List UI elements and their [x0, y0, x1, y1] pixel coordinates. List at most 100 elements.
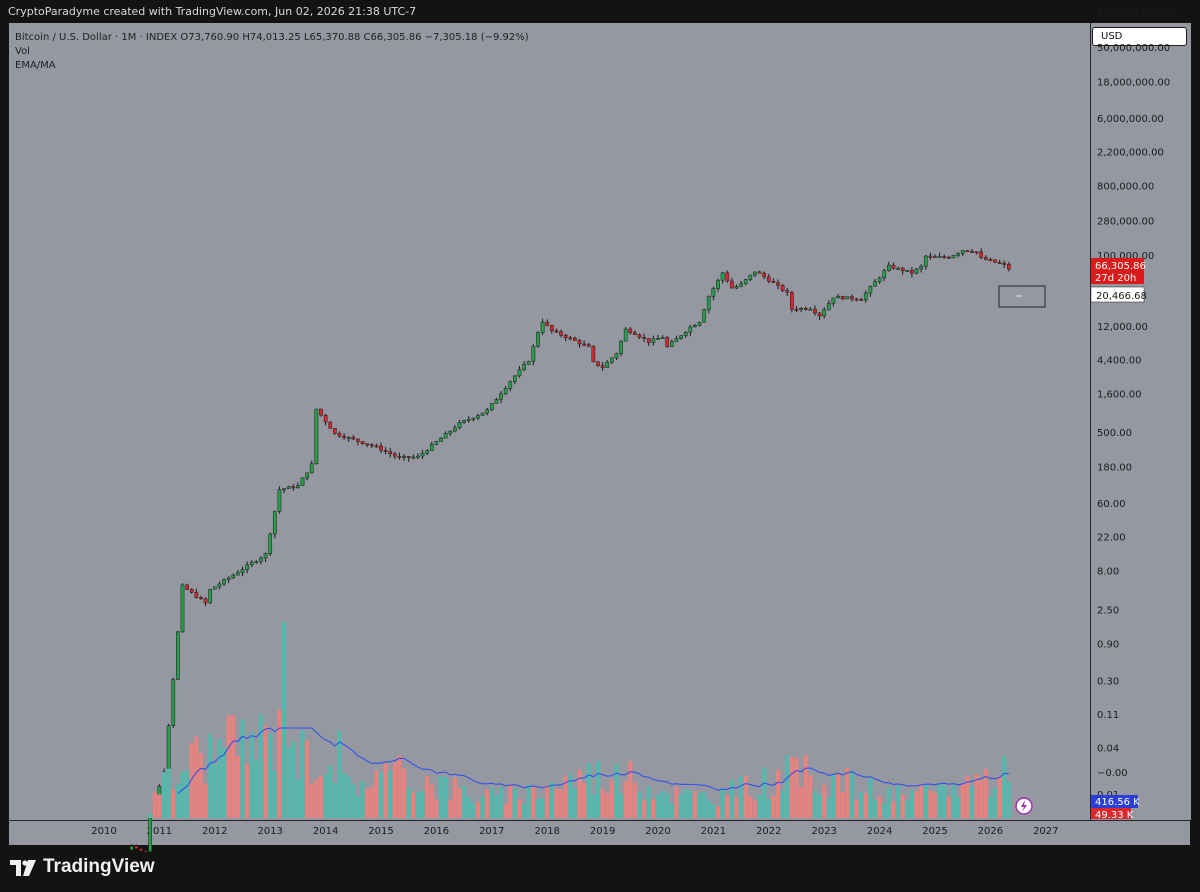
candle-up[interactable]	[305, 472, 309, 479]
candle-up[interactable]	[245, 564, 249, 570]
candle-down[interactable]	[633, 332, 637, 335]
candle-up[interactable]	[743, 279, 748, 284]
candle-down[interactable]	[646, 338, 651, 343]
candle-up[interactable]	[868, 286, 873, 294]
candle-up[interactable]	[208, 589, 213, 604]
candle-up[interactable]	[217, 583, 222, 588]
candle-down[interactable]	[549, 325, 554, 332]
candle-down[interactable]	[577, 340, 582, 345]
candle-up[interactable]	[716, 279, 720, 289]
candle-up[interactable]	[171, 679, 176, 726]
candle-down[interactable]	[965, 250, 970, 253]
candle-up[interactable]	[314, 408, 319, 464]
candle-down[interactable]	[369, 444, 374, 447]
candle-up[interactable]	[448, 430, 453, 434]
candle-down[interactable]	[328, 421, 333, 429]
candle-up[interactable]	[674, 338, 679, 343]
candle-down[interactable]	[757, 271, 762, 274]
candle-up[interactable]	[282, 488, 286, 491]
tradingview-brand[interactable]: TradingView	[10, 856, 155, 878]
candle-up[interactable]	[739, 283, 743, 287]
candle-down[interactable]	[586, 344, 591, 347]
candle-up[interactable]	[886, 264, 891, 272]
candle-up[interactable]	[960, 250, 965, 254]
candle-down[interactable]	[1007, 264, 1011, 270]
candle-up[interactable]	[259, 557, 263, 562]
candle-up[interactable]	[249, 562, 254, 566]
candle-up[interactable]	[873, 281, 877, 287]
candle-down[interactable]	[323, 414, 328, 423]
candle-down[interactable]	[582, 343, 586, 346]
candle-up[interactable]	[863, 292, 868, 301]
candle-down[interactable]	[379, 445, 383, 451]
price-axis[interactable]	[1090, 23, 1191, 820]
candle-up[interactable]	[434, 441, 439, 445]
candle-up[interactable]	[443, 433, 448, 439]
candle-up[interactable]	[129, 845, 134, 850]
candle-up[interactable]	[254, 561, 259, 563]
candle-down[interactable]	[850, 296, 854, 300]
candle-down[interactable]	[383, 450, 388, 452]
candle-up[interactable]	[919, 265, 923, 270]
candle-down[interactable]	[813, 308, 817, 314]
candle-up[interactable]	[836, 296, 840, 299]
candle-down[interactable]	[730, 280, 734, 289]
candle-down[interactable]	[817, 312, 822, 317]
candle-down[interactable]	[291, 486, 296, 489]
candle-up[interactable]	[277, 489, 282, 512]
time-axis[interactable]	[9, 820, 1190, 845]
candle-down[interactable]	[974, 251, 979, 254]
candle-up[interactable]	[522, 364, 526, 370]
candle-up[interactable]	[346, 437, 351, 439]
candle-up[interactable]	[286, 486, 291, 489]
candle-up[interactable]	[499, 393, 503, 400]
candle-down[interactable]	[637, 334, 642, 338]
candle-down[interactable]	[332, 428, 337, 434]
candle-down[interactable]	[942, 256, 947, 258]
candle-down[interactable]	[859, 299, 863, 301]
candle-up[interactable]	[882, 270, 887, 279]
candle-up[interactable]	[411, 456, 416, 459]
candle-up[interactable]	[176, 631, 180, 680]
candle-up[interactable]	[480, 412, 485, 416]
candle-down[interactable]	[785, 290, 790, 293]
candle-up[interactable]	[513, 375, 517, 382]
candle-up[interactable]	[166, 725, 171, 773]
candle-down[interactable]	[628, 328, 633, 334]
candle-up[interactable]	[822, 309, 827, 317]
candle-down[interactable]	[642, 336, 646, 339]
candle-up[interactable]	[429, 444, 434, 451]
drawing-rectangle[interactable]	[998, 285, 1046, 308]
candle-up[interactable]	[212, 586, 217, 590]
candle-up[interactable]	[300, 477, 305, 486]
candle-up[interactable]	[508, 381, 513, 389]
candle-up[interactable]	[471, 417, 476, 420]
candle-up[interactable]	[296, 485, 300, 489]
symbol-legend[interactable]: Bitcoin / U.S. Dollar · 1M · INDEX O73,7…	[15, 32, 529, 43]
candle-down[interactable]	[766, 276, 771, 282]
candle-down[interactable]	[600, 365, 605, 368]
candle-up[interactable]	[605, 361, 610, 368]
candle-up[interactable]	[826, 303, 831, 311]
candle-up[interactable]	[748, 274, 753, 280]
candle-down[interactable]	[979, 251, 984, 258]
chart-pane[interactable]	[9, 23, 1090, 820]
candle-up[interactable]	[231, 574, 236, 579]
candle-up[interactable]	[679, 335, 683, 339]
candle-up[interactable]	[416, 455, 420, 458]
candle-up[interactable]	[905, 269, 910, 272]
candle-up[interactable]	[614, 353, 619, 359]
candle-up[interactable]	[272, 510, 277, 535]
candle-down[interactable]	[780, 285, 785, 291]
candle-up[interactable]	[923, 255, 928, 267]
candle-up[interactable]	[609, 357, 614, 363]
candle-down[interactable]	[776, 282, 780, 286]
candle-up[interactable]	[831, 297, 836, 304]
candle-up[interactable]	[536, 332, 540, 347]
candle-up[interactable]	[263, 553, 268, 559]
candle-down[interactable]	[388, 451, 393, 455]
candle-down[interactable]	[360, 441, 365, 444]
candle-down[interactable]	[573, 337, 577, 341]
candle-down[interactable]	[988, 259, 993, 262]
ema-indicator-legend[interactable]: EMA/MA	[15, 60, 56, 71]
